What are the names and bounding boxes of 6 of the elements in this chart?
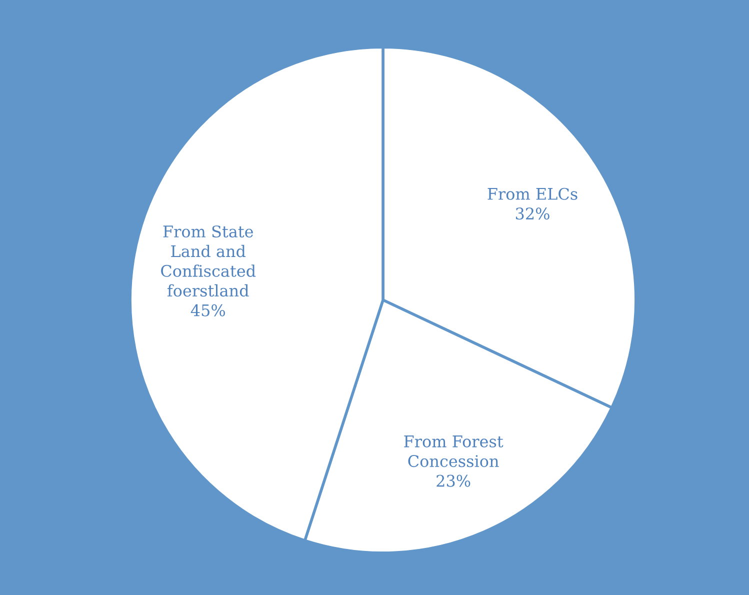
slice-label: From Forest Concession bbox=[404, 436, 504, 468]
slice-label: From ELCs bbox=[488, 188, 578, 200]
slice-label: From State Land and Confiscated foerstland bbox=[161, 225, 256, 297]
data-label: 32% bbox=[516, 208, 550, 220]
data-label: 45% bbox=[190, 304, 225, 316]
data-label: 23% bbox=[436, 474, 470, 487]
